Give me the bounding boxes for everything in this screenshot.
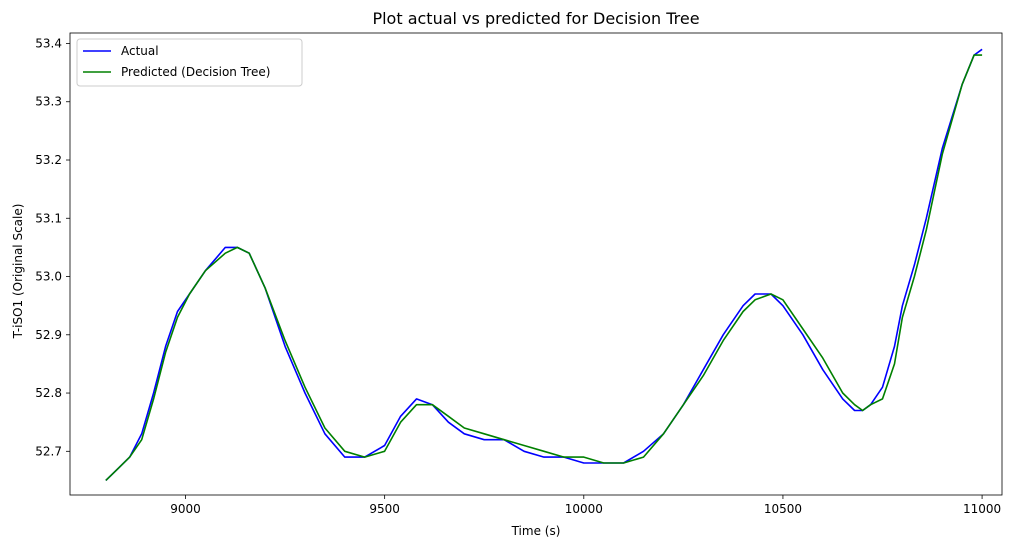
y-tick-label: 52.7 (35, 444, 62, 458)
y-tick-label: 53.1 (35, 211, 62, 225)
legend-label-1: Actual (121, 44, 159, 58)
x-tick-label: 9500 (369, 502, 400, 516)
series-line-1 (105, 48, 983, 481)
series-line-2 (105, 54, 983, 481)
plot-frame (69, 32, 1003, 496)
y-tick-label: 53.3 (35, 95, 62, 109)
x-axis-label: Time (s) (511, 524, 561, 538)
x-tick-label: 10000 (565, 502, 603, 516)
y-tick-label: 53.4 (35, 36, 62, 50)
legend: Actual Predicted (Decision Tree) (76, 38, 303, 87)
chart-title: Plot actual vs predicted for Decision Tr… (372, 9, 699, 28)
y-tick-label: 53.2 (35, 153, 62, 167)
legend-box (76, 38, 303, 87)
x-tick-label: 10500 (764, 502, 802, 516)
x-tick-label: 11000 (963, 502, 1001, 516)
y-tick-label: 52.9 (35, 328, 62, 342)
y-axis-label: T-iSO1 (Original Scale) (11, 204, 25, 340)
x-tick-label: 9000 (170, 502, 201, 516)
plot-lines (105, 48, 983, 481)
axis-ticks: 9000 9500 10000 10500 11000 52.7 52.8 52.9 53.0 5… (35, 36, 1001, 516)
legend-label-2: Predicted (Decision Tree) (121, 65, 270, 79)
y-tick-label: 52.8 (35, 386, 62, 400)
y-tick-label: 53.0 (35, 270, 62, 284)
